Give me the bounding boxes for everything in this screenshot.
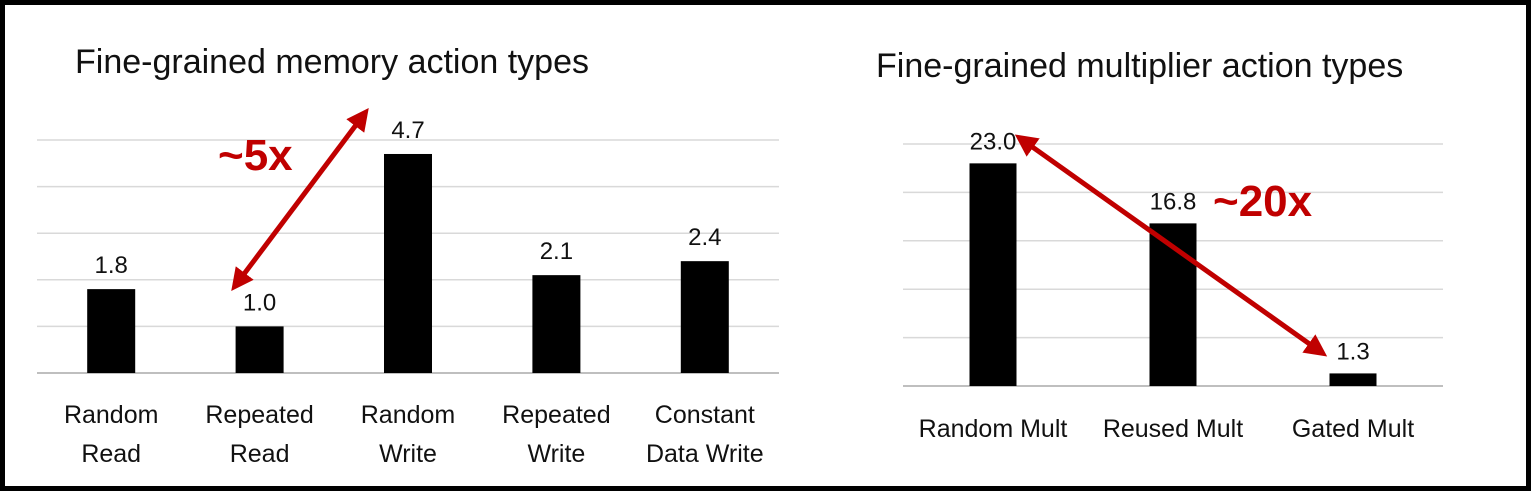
memory-value-labels: 1.8 1.0 4.7 2.1 2.4 xyxy=(95,117,722,316)
memory-ratio-arrow xyxy=(231,108,369,291)
multiplier-ratio-arrow xyxy=(1014,134,1328,357)
memory-bars xyxy=(87,153,729,373)
memory-category-label-2-0: Random xyxy=(361,401,456,429)
multiplier-bar-0 xyxy=(969,163,1017,386)
multiplier-value-label-1: 16.8 xyxy=(1150,188,1197,215)
multiplier-value-label-2: 1.3 xyxy=(1336,338,1369,365)
memory-category-label-4-0: Constant xyxy=(655,401,755,429)
multiplier-category-label-1-0: Reused Mult xyxy=(1103,415,1243,443)
memory-category-label-0-1: Read xyxy=(81,440,141,468)
memory-category-label-2-1: Write xyxy=(379,440,437,468)
multiplier-bar-2 xyxy=(1329,373,1377,386)
multiplier-ratio-annotation: ~20x xyxy=(1213,177,1313,226)
memory-bar-2 xyxy=(384,153,432,373)
memory-value-label-2: 4.7 xyxy=(391,117,424,144)
memory-value-label-4: 2.4 xyxy=(688,224,721,251)
memory-chart: Fine-grained memory action types 1.8 1.0 4… xyxy=(37,43,779,468)
multiplier-chart-title: Fine-grained multiplier action types xyxy=(876,47,1403,85)
multiplier-category-label-0-0: Random Mult xyxy=(919,415,1068,443)
multiplier-chart: Fine-grained multiplier action types 23.… xyxy=(876,47,1443,443)
multiplier-value-label-0: 23.0 xyxy=(970,128,1017,155)
memory-bar-1 xyxy=(235,326,284,373)
memory-value-label-3: 2.1 xyxy=(540,238,573,265)
memory-bar-3 xyxy=(532,275,581,373)
memory-category-label-3-0: Repeated xyxy=(502,401,610,429)
memory-category-label-4-1: Data Write xyxy=(646,440,764,468)
memory-bar-4 xyxy=(680,261,729,373)
memory-value-label-0: 1.8 xyxy=(95,252,128,279)
memory-category-labels: Random Read Repeated Read Random Write Repeate… xyxy=(64,401,764,468)
memory-category-label-0-0: Random xyxy=(64,401,159,429)
memory-category-label-1-1: Read xyxy=(230,440,290,468)
memory-bar-0 xyxy=(87,289,136,373)
memory-chart-title: Fine-grained memory action types xyxy=(75,43,589,81)
memory-ratio-annotation: ~5x xyxy=(218,131,293,180)
multiplier-category-label-2-0: Gated Mult xyxy=(1292,415,1414,443)
memory-category-label-3-1: Write xyxy=(527,440,585,468)
memory-category-label-1-0: Repeated xyxy=(205,401,313,429)
multiplier-category-labels: Random Mult Reused Mult Gated Mult xyxy=(919,415,1415,443)
memory-value-label-1: 1.0 xyxy=(243,289,276,316)
